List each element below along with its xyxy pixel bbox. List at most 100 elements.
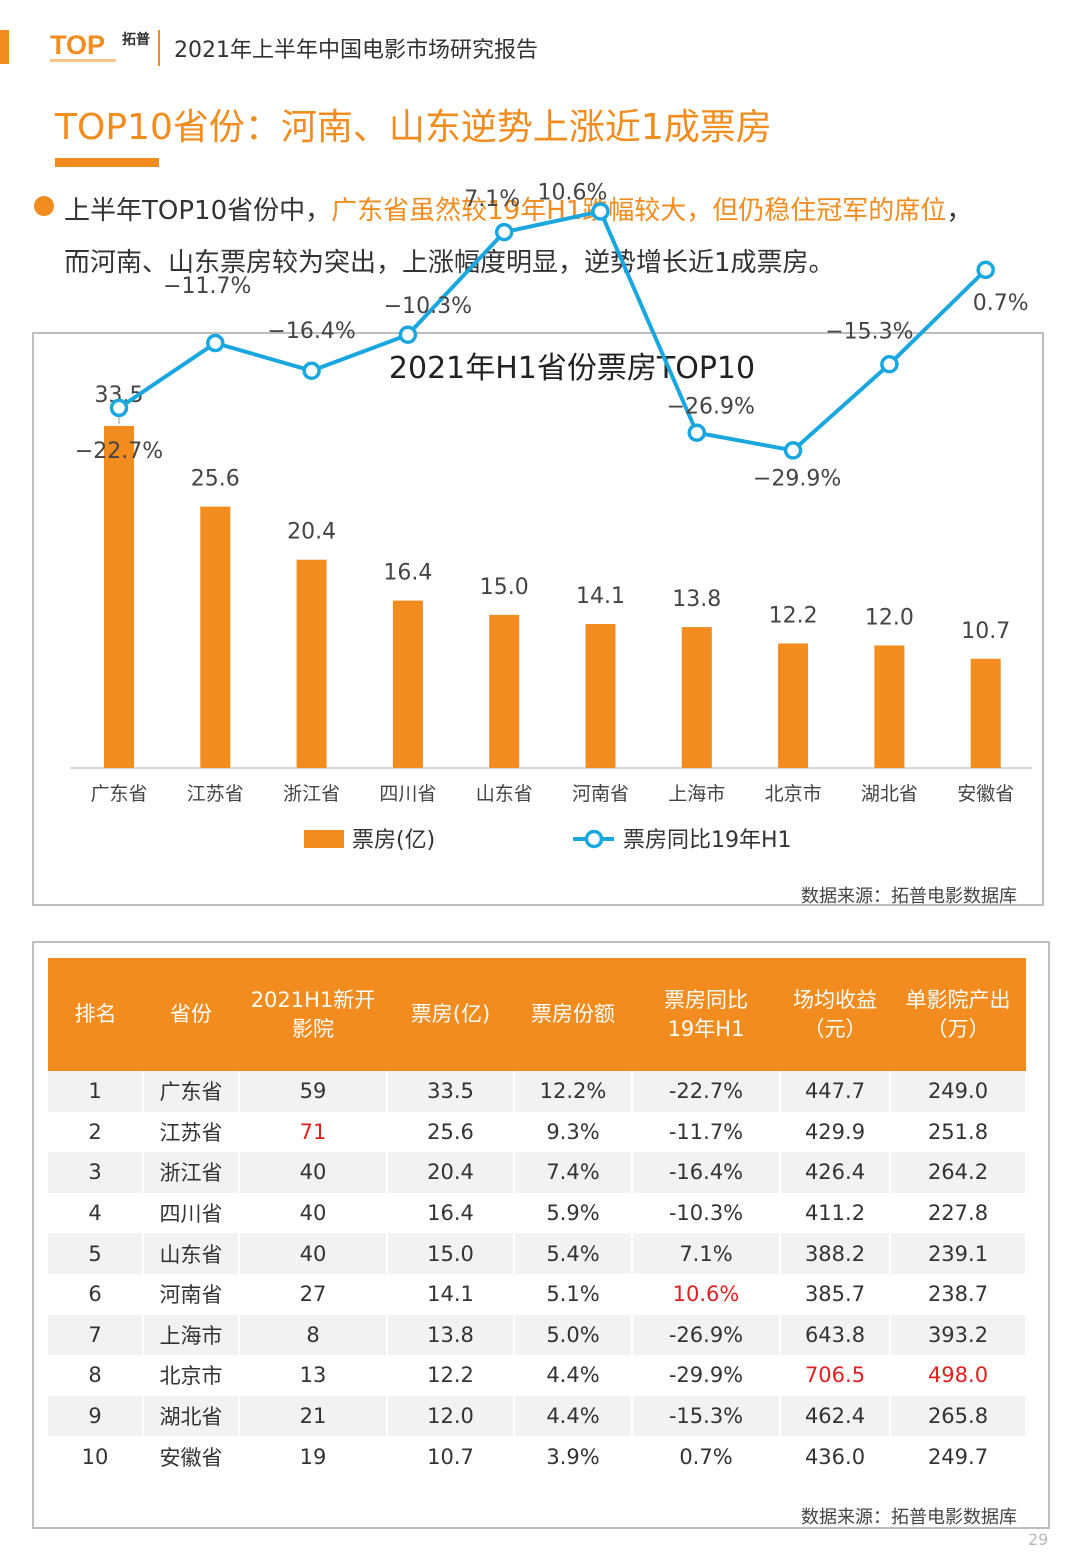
table-row: 2 江苏省 71 25.6 9.3% -11.7% 429.9 251.8	[48, 1111, 1027, 1153]
table-header-text: 单影院产出	[905, 987, 1011, 1012]
table-cell: 238.7	[890, 1273, 1027, 1315]
table-cell: 13.8	[387, 1314, 515, 1356]
line-point-4	[494, 222, 514, 242]
table-header-text: 省份	[170, 1002, 212, 1026]
table-row: 6 河南省 27 14.1 5.1% 10.6% 385.7 238.7	[48, 1273, 1027, 1315]
table-header-1: 省份	[143, 958, 239, 1071]
table-cell: 429.9	[780, 1111, 891, 1153]
summary-text-c: ，	[946, 196, 973, 226]
table-header-text: 排名	[74, 1002, 117, 1026]
table-cell: 四川省	[143, 1192, 240, 1234]
x-tick-label-5: 河南省	[572, 783, 629, 805]
legend-bar-label: 票房(亿)	[352, 828, 435, 853]
x-tick-label-7: 北京市	[765, 783, 822, 805]
table-source: 数据来源：拓普电影数据库	[801, 1507, 1017, 1528]
logo-cn: 拓普	[122, 31, 150, 48]
summary-line-1: 上半年TOP10省份中，广东省虽然较19年H1跌幅较大，但仍稳住冠军的席位，	[64, 190, 972, 227]
table-row: 10 安徽省 19 10.7 3.9% 0.7% 436.0 249.7	[48, 1436, 1027, 1477]
x-tick-label-8: 湖北省	[861, 783, 918, 805]
yoy-line	[117, 209, 988, 453]
table-cell: 15.0	[387, 1233, 515, 1274]
table-cell: 上海市	[143, 1314, 240, 1356]
page-title: TOP10省份：河南、山东逆势上涨近1成票房	[55, 107, 772, 148]
table-header-text: 影院	[292, 1016, 334, 1041]
table-row: 5 山东省 40 15.0 5.4% 7.1% 388.2 239.1	[48, 1233, 1027, 1274]
summary-highlight: 广东省虽然较19年H1跌幅较大，但仍稳住冠军的席位	[331, 196, 947, 226]
table-cell: 4.4%	[514, 1355, 633, 1396]
table-cell: -11.7%	[632, 1111, 781, 1153]
legend-bar-swatch	[304, 830, 344, 848]
x-tick-label-1: 江苏省	[187, 783, 244, 805]
top-logo: TOP 拓普	[50, 30, 150, 62]
table-cell: 498.0	[890, 1355, 1027, 1396]
table-cell: 1	[48, 1071, 144, 1112]
bar-label-4: 15.0	[480, 575, 529, 600]
table-cell: 16.4	[387, 1192, 515, 1234]
line-label-7: −29.9%	[753, 466, 841, 491]
table-cell: 59	[239, 1071, 388, 1112]
x-tick-label-4: 山东省	[476, 783, 533, 805]
table-cell: 安徽省	[143, 1436, 240, 1477]
line-label-0: −22.7%	[75, 439, 163, 464]
bar-label-8: 12.0	[865, 605, 914, 630]
table-row: 7 上海市 8 13.8 5.0% -26.9% 643.8 393.2	[48, 1314, 1027, 1356]
table-header-3: 票房(亿)	[387, 958, 514, 1071]
table-cell: 265.8	[890, 1395, 1027, 1437]
line-point-2	[302, 361, 321, 381]
table-cell: 8	[239, 1314, 388, 1356]
table-cell: 9	[48, 1395, 144, 1437]
table-cell: 2	[48, 1111, 144, 1153]
table-cell: 0.7%	[632, 1436, 781, 1477]
table-cell: 广东省	[143, 1071, 240, 1112]
table-cell: 411.2	[780, 1192, 891, 1234]
table-cell: 8	[48, 1355, 144, 1396]
table-header-7: 单影院产出 （万）	[890, 958, 1026, 1071]
bar-8	[874, 645, 905, 768]
legend-line-marker	[584, 829, 604, 849]
bar-1	[200, 506, 231, 768]
table-cell: 5.0%	[514, 1314, 633, 1356]
bullet-icon	[34, 196, 54, 216]
line-label-2: −16.4%	[267, 319, 355, 344]
table-cell: 33.5	[387, 1071, 515, 1112]
table-cell: 3.9%	[514, 1436, 633, 1477]
table-cell: 湖北省	[143, 1395, 240, 1437]
table-header-text: 19年H1	[667, 1016, 745, 1041]
table-cell: 5	[48, 1233, 144, 1274]
bar-label-9: 10.7	[961, 619, 1010, 644]
bar-0	[104, 426, 134, 768]
line-label-6: −26.9%	[667, 395, 755, 420]
chart-frame	[32, 332, 1044, 906]
bar-label-2: 20.4	[287, 520, 336, 545]
table-header-text: （万）	[926, 1016, 990, 1041]
bar-3	[392, 600, 423, 768]
table-header-5: 票房同比 19年H1	[632, 958, 780, 1071]
line-label-9: 0.7%	[973, 291, 1029, 316]
line-point-0	[109, 398, 129, 418]
table-header-text: 票房份额	[531, 1002, 615, 1026]
table-cell: 239.1	[890, 1233, 1027, 1274]
table-cell: -16.4%	[632, 1152, 781, 1193]
x-tick-label-6: 上海市	[668, 783, 725, 805]
bar-label-7: 12.2	[769, 603, 818, 628]
table-cell: 462.4	[780, 1395, 891, 1437]
x-tick-label-3: 四川省	[379, 783, 436, 805]
page-number: 29	[1028, 1530, 1049, 1549]
table-cell: 19	[239, 1436, 388, 1477]
table-cell: 249.7	[890, 1436, 1027, 1477]
table-cell: 10	[48, 1436, 144, 1477]
table-cell: 227.8	[890, 1192, 1027, 1234]
table-header-row: 排名 省份 2021H1新开 影院 票房(亿) 票房份额 票房同比 19年H1 场均收益 （元）单…	[48, 958, 1026, 1071]
table-cell: 40	[239, 1192, 388, 1234]
table-cell: 40	[239, 1233, 388, 1274]
table-header-4: 票房份额	[514, 958, 632, 1071]
table-cell: 5.9%	[514, 1192, 633, 1234]
bar-5	[585, 624, 616, 768]
header-divider	[158, 30, 160, 66]
bar-label-5: 14.1	[576, 584, 625, 609]
table-header-text: 场均收益	[793, 987, 877, 1012]
table-cell: -26.9%	[632, 1314, 781, 1356]
table-frame	[32, 941, 1050, 1529]
table-cell: 12.2	[387, 1355, 515, 1396]
table-cell: 12.0	[387, 1395, 515, 1437]
